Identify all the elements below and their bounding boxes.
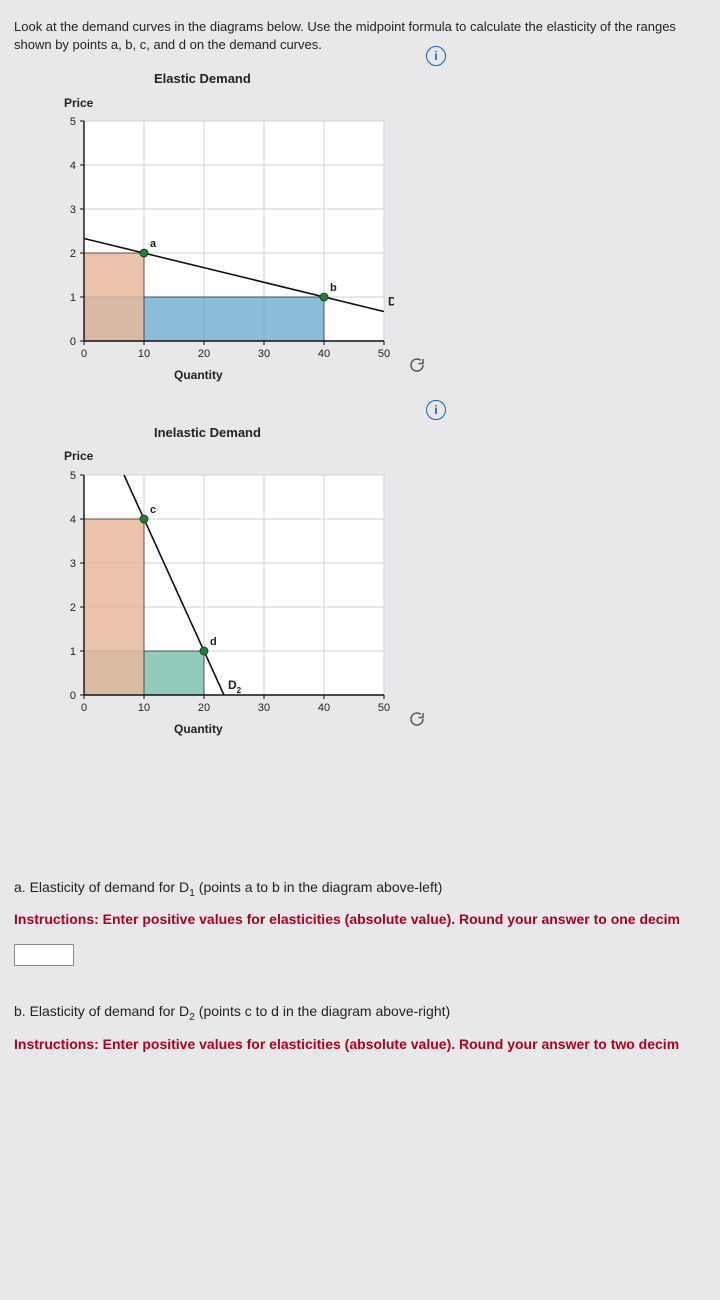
- svg-text:40: 40: [318, 702, 330, 714]
- refresh-icon[interactable]: [408, 356, 426, 374]
- info-icon[interactable]: i: [426, 46, 446, 66]
- svg-text:1: 1: [70, 646, 76, 658]
- questions-section: a. Elasticity of demand for D1 (points a…: [14, 878, 706, 1054]
- chart1-xlabel: Quantity: [174, 367, 706, 384]
- question-prompt: Look at the demand curves in the diagram…: [14, 18, 706, 54]
- chart1-title: Elastic Demand: [154, 70, 706, 88]
- chart-inelastic: i Inelastic Demand Price 010203040500123…: [14, 424, 706, 738]
- svg-text:30: 30: [258, 348, 270, 360]
- refresh-icon[interactable]: [408, 710, 426, 728]
- answer-input-a[interactable]: [14, 944, 74, 966]
- svg-text:0: 0: [81, 702, 87, 714]
- svg-text:0: 0: [81, 348, 87, 360]
- svg-text:3: 3: [70, 558, 76, 570]
- svg-text:0: 0: [70, 690, 76, 702]
- svg-text:c: c: [150, 504, 156, 516]
- instructions-a: Instructions: Enter positive values for …: [14, 910, 706, 930]
- svg-text:4: 4: [70, 514, 76, 526]
- svg-text:0: 0: [70, 336, 76, 348]
- svg-text:40: 40: [318, 348, 330, 360]
- question-a: a. Elasticity of demand for D1 (points a…: [14, 878, 706, 900]
- svg-text:D1: D1: [388, 295, 394, 312]
- chart1-ylabel: Price: [64, 95, 706, 112]
- chart2-xlabel: Quantity: [174, 721, 706, 738]
- svg-text:10: 10: [138, 348, 150, 360]
- qa-post: (points a to b in the diagram above-left…: [195, 879, 442, 895]
- svg-text:50: 50: [378, 348, 390, 360]
- chart2-title: Inelastic Demand: [154, 424, 706, 442]
- svg-text:20: 20: [198, 702, 210, 714]
- qa-pre: a. Elasticity of demand for D: [14, 879, 189, 895]
- chart2-ylabel: Price: [64, 448, 706, 465]
- chart1-svg: 0 10 20 30 40 50 0 1 2 3 4 5 D1 a b: [44, 115, 394, 365]
- chart-elastic: i Elastic Demand Price 01020304050012345…: [14, 70, 706, 384]
- svg-text:2: 2: [70, 602, 76, 614]
- instructions-b: Instructions: Enter positive values for …: [14, 1035, 706, 1055]
- svg-text:30: 30: [258, 702, 270, 714]
- info-icon[interactable]: i: [426, 400, 446, 420]
- svg-text:d: d: [210, 636, 217, 648]
- svg-text:5: 5: [70, 470, 76, 482]
- svg-text:4: 4: [70, 160, 76, 172]
- svg-text:10: 10: [138, 702, 150, 714]
- svg-text:20: 20: [198, 348, 210, 360]
- svg-text:a: a: [150, 238, 157, 250]
- qb-post: (points c to d in the diagram above-righ…: [195, 1003, 450, 1019]
- svg-text:3: 3: [70, 204, 76, 216]
- svg-text:5: 5: [70, 116, 76, 128]
- chart2-svg: 01020304050012345D2cd: [44, 469, 394, 719]
- svg-text:1: 1: [70, 292, 76, 304]
- qb-pre: b. Elasticity of demand for D: [14, 1003, 189, 1019]
- svg-text:2: 2: [70, 248, 76, 260]
- question-b: b. Elasticity of demand for D2 (points c…: [14, 1002, 706, 1024]
- svg-text:50: 50: [378, 702, 390, 714]
- svg-text:b: b: [330, 282, 337, 294]
